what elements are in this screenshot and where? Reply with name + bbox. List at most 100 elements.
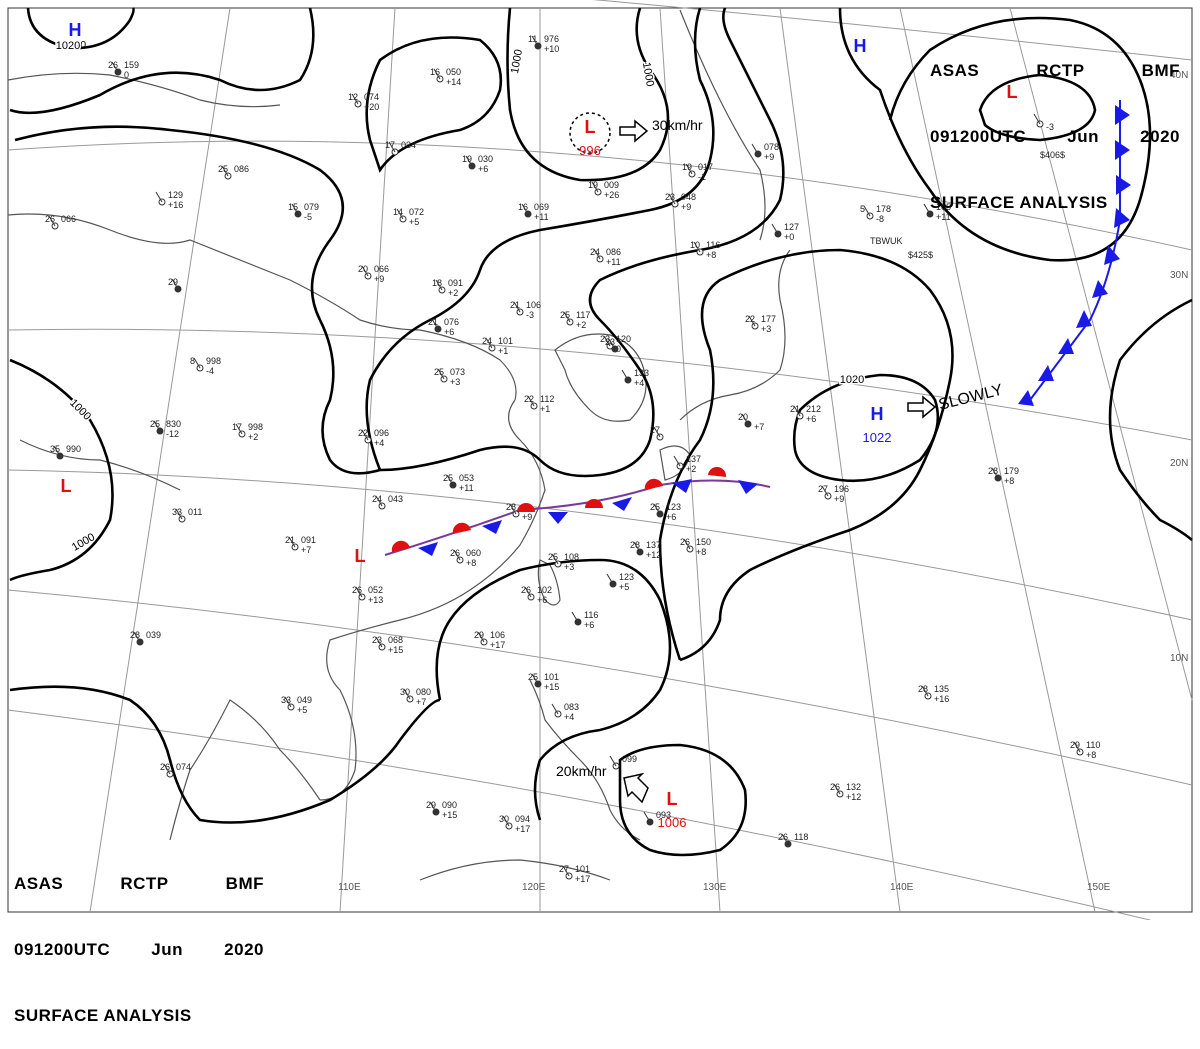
station-tendency: +3 bbox=[761, 324, 771, 334]
header-year: 2020 bbox=[224, 940, 264, 959]
wind-barb bbox=[571, 611, 579, 623]
station-temperature: 33 bbox=[281, 695, 291, 705]
station-temperature: 26 bbox=[45, 214, 55, 224]
station-pressure: 073 bbox=[450, 367, 465, 377]
station-plot: 16 069+11 bbox=[518, 202, 549, 222]
station-temperature: 17 bbox=[385, 140, 395, 150]
wind-barb bbox=[388, 141, 396, 153]
station-pressure: 094 bbox=[515, 814, 530, 824]
wind-barb bbox=[53, 445, 61, 457]
longitude-label: 110E bbox=[338, 882, 361, 893]
station-pressure: 112 bbox=[540, 394, 554, 404]
high-pressure-symbol: H bbox=[871, 404, 884, 424]
station-plot: 21 091+7 bbox=[285, 535, 316, 555]
station-tendency: +4 bbox=[564, 712, 574, 722]
wind-barb bbox=[361, 429, 369, 441]
station-pressure: 052 bbox=[368, 585, 383, 595]
wind-barb bbox=[531, 35, 539, 47]
station-plot: 129+16 bbox=[155, 190, 183, 210]
station-tendency: +8 bbox=[706, 250, 716, 260]
station-temperature: 25 bbox=[218, 164, 228, 174]
wind-barb bbox=[433, 68, 441, 80]
station-pressure: 086 bbox=[606, 247, 621, 257]
station-tendency: +3 bbox=[564, 562, 574, 572]
station-pressure: 998 bbox=[248, 422, 263, 432]
low-pressure-symbol: L bbox=[61, 476, 72, 496]
station-plot: 26 060+8 bbox=[450, 548, 481, 568]
station-temperature: 23 bbox=[372, 635, 382, 645]
station-temperature: 20 bbox=[358, 264, 368, 274]
station-temperature: 19 bbox=[462, 154, 472, 164]
wind-barb bbox=[375, 636, 383, 648]
station-plot: 23 bbox=[605, 337, 619, 353]
station-plot: 137+2 bbox=[673, 454, 701, 474]
station-plot: 127+0 bbox=[771, 222, 799, 242]
station-plot: 17 034 bbox=[385, 140, 416, 156]
latitude-label: 40N bbox=[1170, 70, 1188, 81]
wind-barb bbox=[793, 405, 801, 417]
station-temperature: 28 bbox=[988, 466, 998, 476]
motion-arrows bbox=[619, 119, 937, 804]
header-time: 091200UTC bbox=[930, 127, 1027, 146]
station-tendency: -3 bbox=[526, 310, 534, 320]
header-year: 2020 bbox=[1140, 127, 1180, 146]
wind-barb bbox=[608, 338, 616, 350]
station-pressure: 076 bbox=[444, 317, 459, 327]
station-pressure: 998 bbox=[206, 356, 221, 366]
station-plot: -3 bbox=[1033, 113, 1054, 132]
station-plot: 25 117+2 bbox=[560, 310, 590, 330]
wind-barb bbox=[551, 703, 559, 715]
station-tendency: +16 bbox=[168, 200, 183, 210]
coastlines bbox=[7, 9, 791, 881]
station-pressure: 123 bbox=[619, 572, 634, 582]
pressure-value: 1006 bbox=[658, 815, 687, 830]
station-pressure: 039 bbox=[146, 630, 161, 640]
station-tendency: -1 bbox=[698, 172, 706, 182]
station-temperature: 21 bbox=[285, 535, 295, 545]
low-center-ring bbox=[569, 112, 611, 154]
station-pressure: 090 bbox=[442, 800, 457, 810]
wind-barb bbox=[821, 485, 829, 497]
station-tendency: +4 bbox=[634, 378, 644, 388]
station-tendency: -8 bbox=[876, 214, 884, 224]
station-pressure: 053 bbox=[459, 473, 474, 483]
wind-barb bbox=[833, 783, 841, 795]
wind-barb bbox=[621, 369, 629, 381]
station-temperature: 26 bbox=[352, 585, 362, 595]
station-plot: 28 137+12 bbox=[630, 540, 661, 560]
station-temperature: 20 bbox=[738, 412, 748, 422]
station-temperature: 24 bbox=[590, 247, 600, 257]
station-plot: 26 132+12 bbox=[830, 782, 861, 802]
motion-label: 30km/hr bbox=[652, 117, 703, 133]
station-tendency: +8 bbox=[1086, 750, 1096, 760]
wind-barb bbox=[643, 811, 651, 823]
wind-barb bbox=[465, 155, 473, 167]
station-pressure: 108 bbox=[564, 552, 579, 562]
station-temperature: 22 bbox=[745, 314, 755, 324]
station-tendency: +4 bbox=[374, 438, 384, 448]
station-temperature: 22 bbox=[358, 428, 368, 438]
station-tendency: +6 bbox=[806, 414, 816, 424]
station-temperature: 27 bbox=[559, 864, 569, 874]
station-plot: 19 017-1 bbox=[682, 162, 713, 182]
station-temperature: 29 bbox=[168, 277, 178, 287]
station-pressure: 049 bbox=[297, 695, 312, 705]
station-temperature: 28 bbox=[130, 630, 140, 640]
wind-barb bbox=[1033, 113, 1041, 125]
station-pressure: 074 bbox=[364, 92, 379, 102]
station-plot: 21 212+6 bbox=[790, 404, 821, 424]
wind-barb bbox=[193, 357, 201, 369]
station-pressure: 086 bbox=[234, 164, 249, 174]
station-temperature: 25 bbox=[443, 473, 453, 483]
station-tendency: +15 bbox=[388, 645, 403, 655]
station-tendency: +17 bbox=[515, 824, 530, 834]
station-pressure: 105 bbox=[936, 202, 951, 212]
station-pressure: 069 bbox=[534, 202, 549, 212]
wind-barb bbox=[1073, 741, 1081, 753]
station-pressure: 120 bbox=[616, 334, 631, 344]
station-temperature: 35 bbox=[50, 444, 60, 454]
station-tendency: +12 bbox=[646, 550, 661, 560]
station-plot: 25 123+6 bbox=[650, 502, 681, 522]
station-temperature: 26 bbox=[108, 60, 118, 70]
